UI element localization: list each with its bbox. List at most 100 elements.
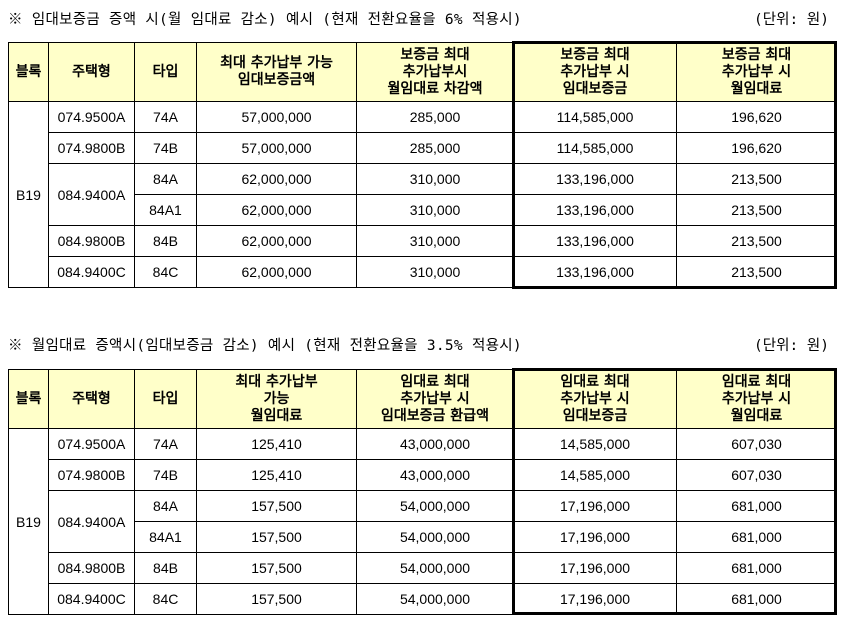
header-col4: 임대료 최대 추가납부 시 월임대료 bbox=[676, 369, 837, 429]
value-cell: 310,000 bbox=[356, 225, 514, 257]
header-line: 타입 bbox=[152, 390, 179, 407]
value-cell: 196,620 bbox=[676, 132, 837, 164]
value-cell: 681,000 bbox=[676, 552, 837, 584]
value-cell: 114,585,000 bbox=[513, 132, 677, 164]
table-rent-increase: 블록 주택형 타입 최대 추가납부 가능 월임대료 임대료 최대 추가납부 시 임대보증금 환급… bbox=[8, 369, 837, 615]
header-col1: 최대 추가납부 가능 임대보증금액 bbox=[196, 42, 357, 102]
header-col1: 최대 추가납부 가능 월임대료 bbox=[196, 369, 357, 429]
unit-type-cell: 074.9800B bbox=[48, 459, 135, 491]
header-line: 임대료 최대 bbox=[560, 373, 630, 390]
header-line: 임대보증금액 bbox=[237, 72, 316, 88]
value-cell: 57,000,000 bbox=[196, 132, 357, 164]
table-row: 084.9400A 84A 62,000,000 310,000 133,196,000… bbox=[9, 163, 837, 226]
value-cell: 133,196,000 bbox=[513, 194, 677, 226]
value-cell: 196,620 bbox=[676, 101, 837, 133]
type-cell: 74B bbox=[134, 132, 197, 164]
value-cell: 62,000,000 bbox=[196, 256, 357, 288]
type-cell: 84A1 bbox=[134, 194, 197, 226]
table-row: 084.9400C 84C 62,000,000 310,000 133,196,000… bbox=[9, 256, 837, 288]
type-cell: 84A bbox=[134, 490, 197, 522]
unit-type-cell: 084.9400C bbox=[48, 256, 135, 288]
unit-type-cell: 084.9400A bbox=[48, 490, 135, 553]
value-cell: 54,000,000 bbox=[356, 490, 514, 522]
table-row: 074.9800B 74B 125,410 43,000,000 14,585,000 6… bbox=[9, 459, 837, 491]
unit-type-cell: 074.9800B bbox=[48, 132, 135, 164]
header-col3: 보증금 최대 추가납부 시 임대보증금 bbox=[513, 42, 677, 102]
header-unit-type: 주택형 bbox=[48, 369, 135, 429]
header-line: 보증금 최대 bbox=[721, 46, 792, 63]
value-cell: 133,196,000 bbox=[513, 256, 677, 288]
table-body: B19 074.9500A 74A 125,410 43,000,000 14,585,0… bbox=[8, 428, 837, 615]
table-row: 074.9800B 74B 57,000,000 285,000 114,585,000… bbox=[9, 132, 837, 164]
header-line: 추가납부 시 bbox=[560, 63, 630, 80]
header-line: 임대료 최대 bbox=[721, 373, 792, 390]
type-cell: 84C bbox=[134, 583, 197, 615]
value-cell: 57,000,000 bbox=[196, 101, 357, 133]
header-unit-type: 주택형 bbox=[48, 42, 135, 102]
value-cell: 17,196,000 bbox=[513, 521, 677, 553]
value-cell: 607,030 bbox=[676, 428, 837, 460]
header-line: 추가납부 시 bbox=[721, 63, 792, 80]
table-row: 084.9400A 84A 157,500 54,000,000 17,196,000 6… bbox=[9, 490, 837, 553]
value-cell: 43,000,000 bbox=[356, 428, 514, 460]
block-cell: B19 bbox=[8, 428, 49, 615]
block-cell: B19 bbox=[8, 101, 49, 288]
header-line: 추가납부 시 bbox=[400, 390, 470, 407]
value-cell: 54,000,000 bbox=[356, 583, 514, 615]
type-cell: 74B bbox=[134, 459, 197, 491]
value-cell: 213,500 bbox=[676, 256, 837, 288]
section2-caption: ※ 월임대료 증액시(임대보증금 감소) 예시 (현재 전환요율을 3.5% 적… bbox=[8, 338, 522, 354]
value-cell: 607,030 bbox=[676, 459, 837, 491]
header-line: 보증금 최대 bbox=[400, 46, 470, 63]
value-cell: 62,000,000 bbox=[196, 163, 357, 195]
header-line: 추가납부 시 bbox=[560, 390, 630, 407]
header-line: 월임대료 bbox=[250, 407, 303, 424]
value-cell: 17,196,000 bbox=[513, 552, 677, 584]
table-row: 84A1 157,500 54,000,000 17,196,000 681,000 bbox=[9, 521, 837, 553]
header-line: 블록 bbox=[15, 63, 42, 80]
unit-type-cell: 084.9800B bbox=[48, 225, 135, 257]
value-cell: 43,000,000 bbox=[356, 459, 514, 491]
value-cell: 213,500 bbox=[676, 194, 837, 226]
type-cell: 74A bbox=[134, 101, 197, 133]
header-type: 타입 bbox=[134, 42, 197, 102]
header-line: 주택형 bbox=[72, 63, 111, 80]
table-row: 084.9800B 84B 157,500 54,000,000 17,196,000 6… bbox=[9, 552, 837, 584]
value-cell: 157,500 bbox=[196, 583, 357, 615]
value-cell: 681,000 bbox=[676, 490, 837, 522]
value-cell: 62,000,000 bbox=[196, 194, 357, 226]
header-col2: 임대료 최대 추가납부 시 임대보증금 환급액 bbox=[356, 369, 514, 429]
value-cell: 213,500 bbox=[676, 225, 837, 257]
unit-type-cell: 084.9800B bbox=[48, 552, 135, 584]
value-cell: 681,000 bbox=[676, 583, 837, 615]
header-line: 임대보증금 bbox=[562, 80, 628, 97]
table-row: B19 074.9500A 74A 125,410 43,000,000 14,585,0… bbox=[8, 428, 837, 615]
value-cell: 14,585,000 bbox=[513, 459, 677, 491]
value-cell: 310,000 bbox=[356, 163, 514, 195]
value-cell: 17,196,000 bbox=[513, 490, 677, 522]
unit-type-cell: 084.9400C bbox=[48, 583, 135, 615]
header-col3: 임대료 최대 추가납부 시 임대보증금 bbox=[513, 369, 677, 429]
type-cell: 84A bbox=[134, 163, 197, 195]
value-cell: 285,000 bbox=[356, 101, 514, 133]
table-row: B19 074.9500A 74A 57,000,000 285,000 114,585,… bbox=[8, 101, 837, 288]
section1-caption: ※ 임대보증금 증액 시(월 임대료 감소) 예시 (현재 전환요율을 6% 적… bbox=[8, 12, 522, 28]
header-col2: 보증금 최대 추가납부시 월임대료 차감액 bbox=[356, 42, 514, 102]
value-cell: 157,500 bbox=[196, 521, 357, 553]
value-cell: 114,585,000 bbox=[513, 101, 677, 133]
header-line: 최대 추가납부 가능 bbox=[220, 55, 333, 71]
section1-unit: (단위: 원) bbox=[754, 12, 829, 28]
type-cell: 84B bbox=[134, 552, 197, 584]
header-line: 블록 bbox=[15, 390, 42, 407]
table-header-row: 블록 주택형 타입 최대 추가납부 가능 임대보증금액 보증금 최대 추가납부시 월임대료 차… bbox=[8, 42, 837, 102]
value-cell: 157,500 bbox=[196, 552, 357, 584]
header-line: 임대보증금 bbox=[562, 407, 628, 424]
header-line: 주택형 bbox=[72, 390, 111, 407]
header-line: 가능 bbox=[263, 390, 290, 407]
header-line: 월임대료 bbox=[730, 80, 783, 97]
type-cell: 84A1 bbox=[134, 521, 197, 553]
value-cell: 133,196,000 bbox=[513, 163, 677, 195]
header-line: 추가납부 시 bbox=[721, 390, 792, 407]
value-cell: 681,000 bbox=[676, 521, 837, 553]
value-cell: 285,000 bbox=[356, 132, 514, 164]
